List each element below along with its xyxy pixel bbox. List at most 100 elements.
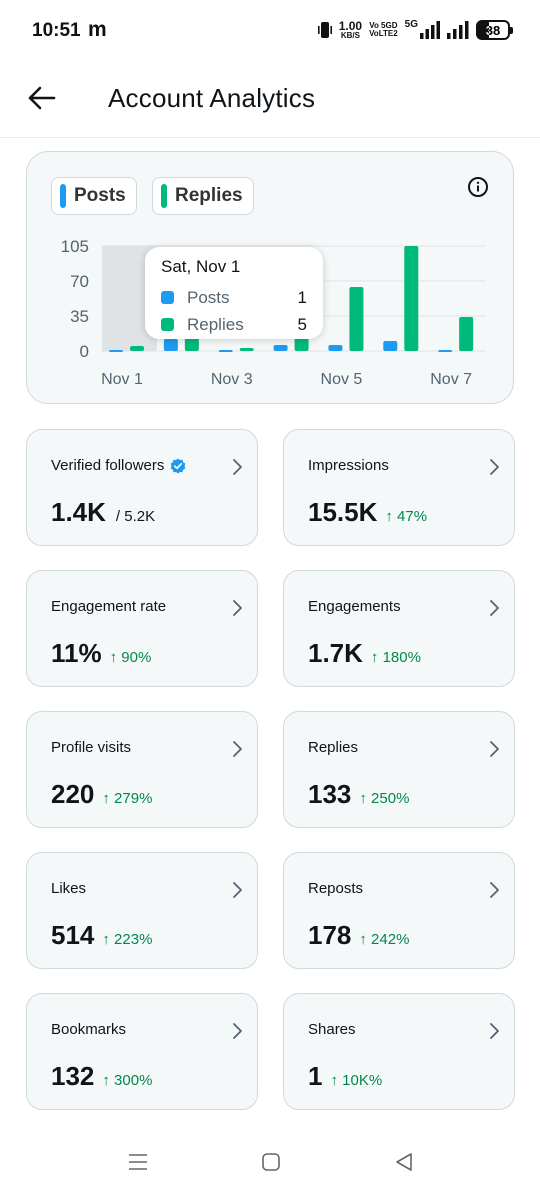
bar-posts <box>438 350 453 352</box>
stat-delta: ↑ 300% <box>102 1072 153 1089</box>
bar-replies <box>459 317 474 351</box>
tooltip-replies-label: Replies <box>187 314 244 334</box>
stat-delta: ↑ 250% <box>359 790 410 807</box>
x-tick-label: Nov 1 <box>101 371 143 388</box>
bar-posts <box>218 350 233 352</box>
bar-posts <box>109 350 123 352</box>
signal-icon-1 <box>420 21 440 39</box>
verified-badge-icon <box>171 458 186 473</box>
stat-value: 15.5K <box>308 497 378 527</box>
stat-delta: ↑ 47% <box>385 508 428 525</box>
stat-value-row: 132 ↑ 300% <box>51 1061 152 1092</box>
stat-delta: ↑ 242% <box>359 931 410 948</box>
stat-value-row: 220 ↑ 279% <box>51 779 152 810</box>
stat-value-row: 15.5K ↑ 47% <box>308 497 427 528</box>
y-tick-label: 70 <box>70 272 89 291</box>
bar-replies <box>294 338 309 351</box>
stat-title: Verified followers <box>51 457 186 474</box>
arrow-left-icon <box>28 86 56 110</box>
stat-card-impressions[interactable]: Impressions 15.5K ↑ 47% <box>283 429 515 546</box>
recents-button[interactable] <box>118 1142 158 1182</box>
home-button[interactable] <box>251 1142 291 1182</box>
bar-replies <box>349 287 364 351</box>
chevron-right-icon <box>233 459 242 475</box>
stat-delta: ↑ 180% <box>370 649 421 666</box>
legend-posts-toggle[interactable]: Posts <box>51 177 137 215</box>
stat-title: Engagement rate <box>51 598 166 615</box>
tooltip-row-replies: Replies 5 <box>161 311 307 338</box>
bar-replies <box>130 346 144 351</box>
bar-chart: 105 70 35 0 Nov 1 Nov 3 Nov 5 Nov 7 <box>61 237 486 388</box>
stat-value-row: 514 ↑ 223% <box>51 920 152 951</box>
stat-title-text: Bookmarks <box>51 1021 127 1038</box>
chevron-right-icon <box>490 459 499 475</box>
status-bar: 10:51 m 1.00 KB/S Vo 5GD VoLTE2 5G 38 <box>0 0 540 62</box>
carrier-icon: m <box>88 18 107 41</box>
system-nav-bar <box>0 1134 540 1200</box>
stat-card-replies[interactable]: Replies 133 ↑ 250% <box>283 711 515 828</box>
status-time: 10:51 <box>32 20 81 41</box>
info-icon[interactable] <box>467 176 489 198</box>
stat-card-bookmarks[interactable]: Bookmarks 132 ↑ 300% <box>26 993 258 1110</box>
stat-value: 132 <box>51 1061 95 1091</box>
stat-title-text: Replies <box>308 739 359 756</box>
stat-value: 1.4K <box>51 497 106 527</box>
stat-title: Engagements <box>308 598 401 615</box>
home-square-icon <box>262 1153 280 1171</box>
stat-delta: ↑ 10K% <box>330 1072 383 1089</box>
stat-title: Bookmarks <box>51 1021 126 1038</box>
x-tick-label: Nov 3 <box>211 371 253 388</box>
chevron-right-icon <box>490 882 499 898</box>
stat-title: Shares <box>308 1021 356 1038</box>
y-tick-label: 0 <box>80 342 89 361</box>
back-triangle-icon <box>396 1153 412 1171</box>
stat-card-reposts[interactable]: Reposts 178 ↑ 242% <box>283 852 515 969</box>
stat-title: Impressions <box>308 457 389 474</box>
stat-card-profile-visits[interactable]: Profile visits 220 ↑ 279% <box>26 711 258 828</box>
stat-value: 1 <box>308 1061 323 1091</box>
legend-replies-toggle[interactable]: Replies <box>152 177 254 215</box>
back-button[interactable] <box>24 80 60 116</box>
legend-posts-swatch <box>60 184 66 208</box>
stat-title-text: Profile visits <box>51 739 132 756</box>
stat-title: Reposts <box>308 880 363 897</box>
bar-replies <box>404 246 419 351</box>
stat-card-engagement-rate[interactable]: Engagement rate 11% ↑ 90% <box>26 570 258 687</box>
stat-value-row: 133 ↑ 250% <box>308 779 409 810</box>
stat-total: / 5.2K <box>115 508 156 525</box>
status-icons: 1.00 KB/S Vo 5GD VoLTE2 5G 38 <box>317 20 513 40</box>
stat-title: Likes <box>51 880 86 897</box>
stat-title-text: Likes <box>51 880 87 897</box>
chevron-right-icon <box>233 1023 242 1039</box>
stat-title-text: Engagements <box>308 598 401 615</box>
stat-delta: ↑ 279% <box>102 790 153 807</box>
bar-posts <box>383 341 398 351</box>
stat-card-verified-followers[interactable]: Verified followers 1.4K / 5.2K <box>26 429 258 546</box>
menu-icon <box>129 1154 147 1170</box>
network-type: 5G <box>405 20 440 39</box>
stat-title: Replies <box>308 739 358 756</box>
header: Account Analytics <box>0 62 540 138</box>
bar-posts <box>273 345 288 351</box>
tooltip-row-posts: Posts 1 <box>161 284 307 311</box>
legend-replies-swatch <box>161 184 167 208</box>
tooltip-title: Sat, Nov 1 <box>161 257 241 276</box>
back-nav-button[interactable] <box>384 1142 424 1182</box>
bar-posts <box>163 339 178 351</box>
stat-card-shares[interactable]: Shares 1 ↑ 10K% <box>283 993 515 1110</box>
stat-card-engagements[interactable]: Engagements 1.7K ↑ 180% <box>283 570 515 687</box>
page-title: Account Analytics <box>108 83 316 113</box>
stat-value: 514 <box>51 920 95 950</box>
stat-title-text: Impressions <box>308 457 389 474</box>
stat-card-likes[interactable]: Likes 514 ↑ 223% <box>26 852 258 969</box>
stat-value: 11% <box>51 638 102 668</box>
stat-title-text: Verified followers <box>51 457 165 474</box>
stat-title-text: Reposts <box>308 880 364 897</box>
chart-tooltip: Sat, Nov 1 Posts 1 Replies 5 <box>145 247 323 339</box>
stat-value-row: 1 ↑ 10K% <box>308 1061 382 1092</box>
stat-delta: ↑ 90% <box>109 649 152 666</box>
volte-indicator: Vo 5GD VoLTE2 <box>369 21 398 38</box>
vibrate-icon <box>317 22 332 38</box>
x-tick-label: Nov 7 <box>430 371 472 388</box>
stat-value-row: 11% ↑ 90% <box>51 638 151 669</box>
